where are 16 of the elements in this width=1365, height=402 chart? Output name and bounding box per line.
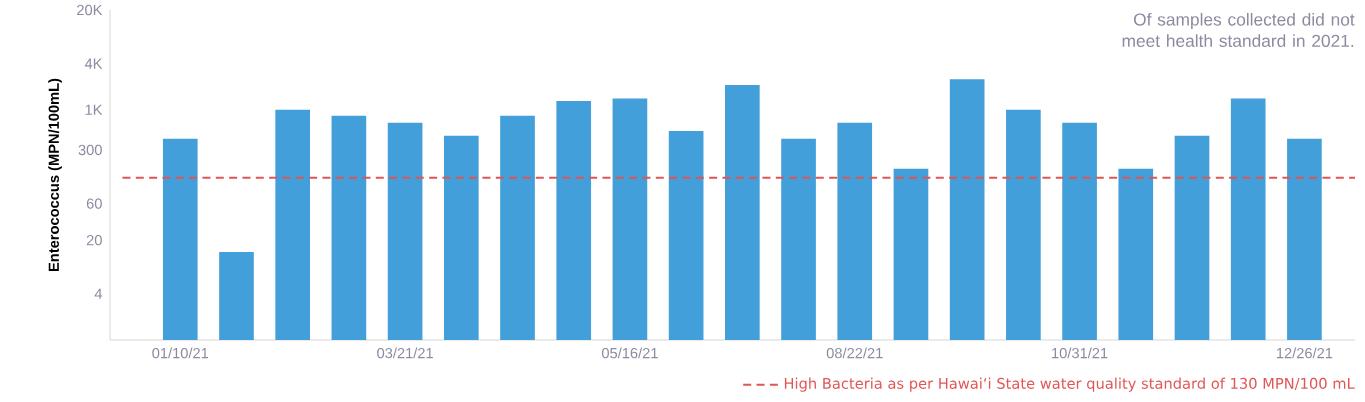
annotation: Of samples collected did not meet health standard in 2021. [1122, 12, 1355, 47]
y-tick-label: 300 [78, 144, 102, 156]
y-tick-label: 1K [85, 104, 103, 115]
y-tick-label: 4K [84, 58, 103, 69]
y-tick-label: 20 [86, 234, 102, 246]
legend-label: High Bacteria as per Hawaiʻi State water quality standard of 130 MPN/100 mL [784, 377, 1355, 392]
y-tick-label: 4 [94, 288, 103, 299]
x-tick-label: 01/10/21 [152, 347, 209, 359]
y-tick-label: 20K [77, 4, 103, 16]
x-tick-label: 08/22/21 [826, 347, 883, 359]
x-tick-label: 05/16/21 [601, 347, 658, 359]
x-tick-label: 12/26/21 [1276, 347, 1333, 359]
y-tick-label: 60 [86, 198, 102, 209]
x-tick-label: 03/21/21 [377, 347, 433, 359]
y-axis-title: Enterococcus (MPN/100mL) [48, 78, 62, 271]
x-tick-label: 10/31/21 [1052, 347, 1108, 359]
